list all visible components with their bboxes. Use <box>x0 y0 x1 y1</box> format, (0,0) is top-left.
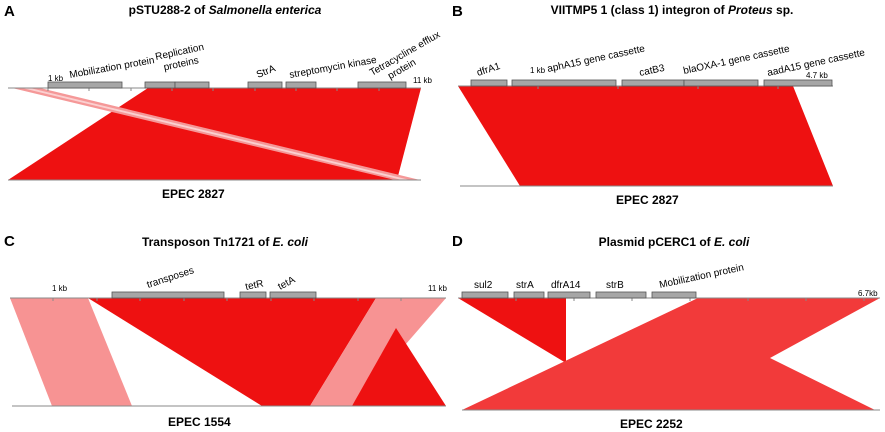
gene-label: Tetracycline effluxprotein <box>368 29 448 89</box>
gene-box-tetr <box>239 291 267 299</box>
gene-label: dfrA1 <box>476 61 503 79</box>
gene-label: catB3 <box>638 63 666 79</box>
match-block <box>458 86 833 186</box>
match-block-light-right <box>310 298 446 406</box>
axis-ticks <box>47 88 380 91</box>
panel-a: A pSTU288-2 of Salmonella enterica 1 kb … <box>4 3 448 201</box>
panel-letter: B <box>452 3 463 20</box>
scale-end-label: 6.7kb <box>858 289 878 298</box>
subject-label: EPEC 1554 <box>168 415 231 429</box>
gene-label: dfrA14 <box>551 280 581 291</box>
gene-box-transposes <box>111 291 225 299</box>
gene-box-mobilization <box>651 291 697 299</box>
gene-label: Replicationproteins <box>154 42 207 75</box>
gene-box-aada15 <box>763 79 833 87</box>
panel-letter: D <box>452 233 463 250</box>
gene-box-dfra14 <box>547 291 591 299</box>
scale-end-label: 4.7 kb <box>806 71 828 80</box>
gene-box-blaoxa1 <box>683 79 759 87</box>
scale-start-label: 1 kb <box>48 74 64 83</box>
gene-label: sul2 <box>474 280 493 291</box>
gene-box-apha15 <box>511 79 617 87</box>
subject-label: EPEC 2252 <box>620 417 683 431</box>
gene-label: strA <box>516 280 534 291</box>
axis-ticks <box>515 298 865 301</box>
gene-box-streptomycin-kinase <box>285 81 317 89</box>
gene-box-replication-1 <box>144 81 176 89</box>
gene-box-mobilization <box>47 81 123 89</box>
gene-label: Mobilization protein <box>69 55 156 81</box>
match-block-inverted-highlight <box>22 88 410 180</box>
gene-label: streptomycin kinase <box>289 55 378 81</box>
gene-box-strb <box>595 291 647 299</box>
gene-box-stra <box>513 291 545 299</box>
gene-label: StrA <box>255 63 277 81</box>
panel-letter: C <box>4 233 15 250</box>
gene-label: strB <box>606 280 624 291</box>
gene-label: Mobilization protein <box>658 262 745 291</box>
panel-title: pSTU288-2 of Salmonella enterica <box>129 3 322 17</box>
match-block-light-left <box>10 298 132 406</box>
panel-title: Transposon Tn1721 of E. coli <box>142 235 309 249</box>
scale-start-label: 1 kb <box>52 284 68 293</box>
scale-start-label: 1 kb <box>530 66 546 75</box>
panel-title: VIITMP5 1 (class 1) integron of Proteus … <box>551 3 794 17</box>
gene-label: tetR <box>244 278 264 293</box>
match-block <box>88 298 376 406</box>
match-block-inverted <box>462 298 880 410</box>
match-block <box>458 298 566 363</box>
gene-box-catb3 <box>621 79 685 87</box>
gene-label: transposes <box>146 265 196 291</box>
match-block-right <box>352 328 446 406</box>
panel-title: Plasmid pCERC1 of E. coli <box>599 235 750 249</box>
axis-ticks <box>52 298 402 301</box>
panel-c: C Transposon Tn1721 of E. coli 1 kb 11 k… <box>4 233 448 429</box>
axis-ticks <box>537 86 779 89</box>
subject-label: EPEC 2827 <box>162 187 225 201</box>
gene-label: tetA <box>276 274 297 292</box>
panel-d: D Plasmid pCERC1 of E. coli 6.7kb sul2 s… <box>452 233 880 431</box>
panel-b: B VIITMP5 1 (class 1) integron of Proteu… <box>452 3 866 207</box>
scale-end-label: 11 kb <box>428 284 448 293</box>
scale-end-label: 11 kb <box>413 76 433 85</box>
gene-box-stra <box>247 81 283 89</box>
panel-letter: A <box>4 3 15 20</box>
gene-box-tetracycline-efflux <box>357 81 407 89</box>
gene-label: aphA15 gene cassette <box>546 43 646 75</box>
subject-label: EPEC 2827 <box>616 193 679 207</box>
gene-box-dfra1 <box>470 79 508 87</box>
gene-box-replication-2 <box>174 81 210 89</box>
gene-box-teta <box>269 291 317 299</box>
gene-box-sul2 <box>461 291 509 299</box>
